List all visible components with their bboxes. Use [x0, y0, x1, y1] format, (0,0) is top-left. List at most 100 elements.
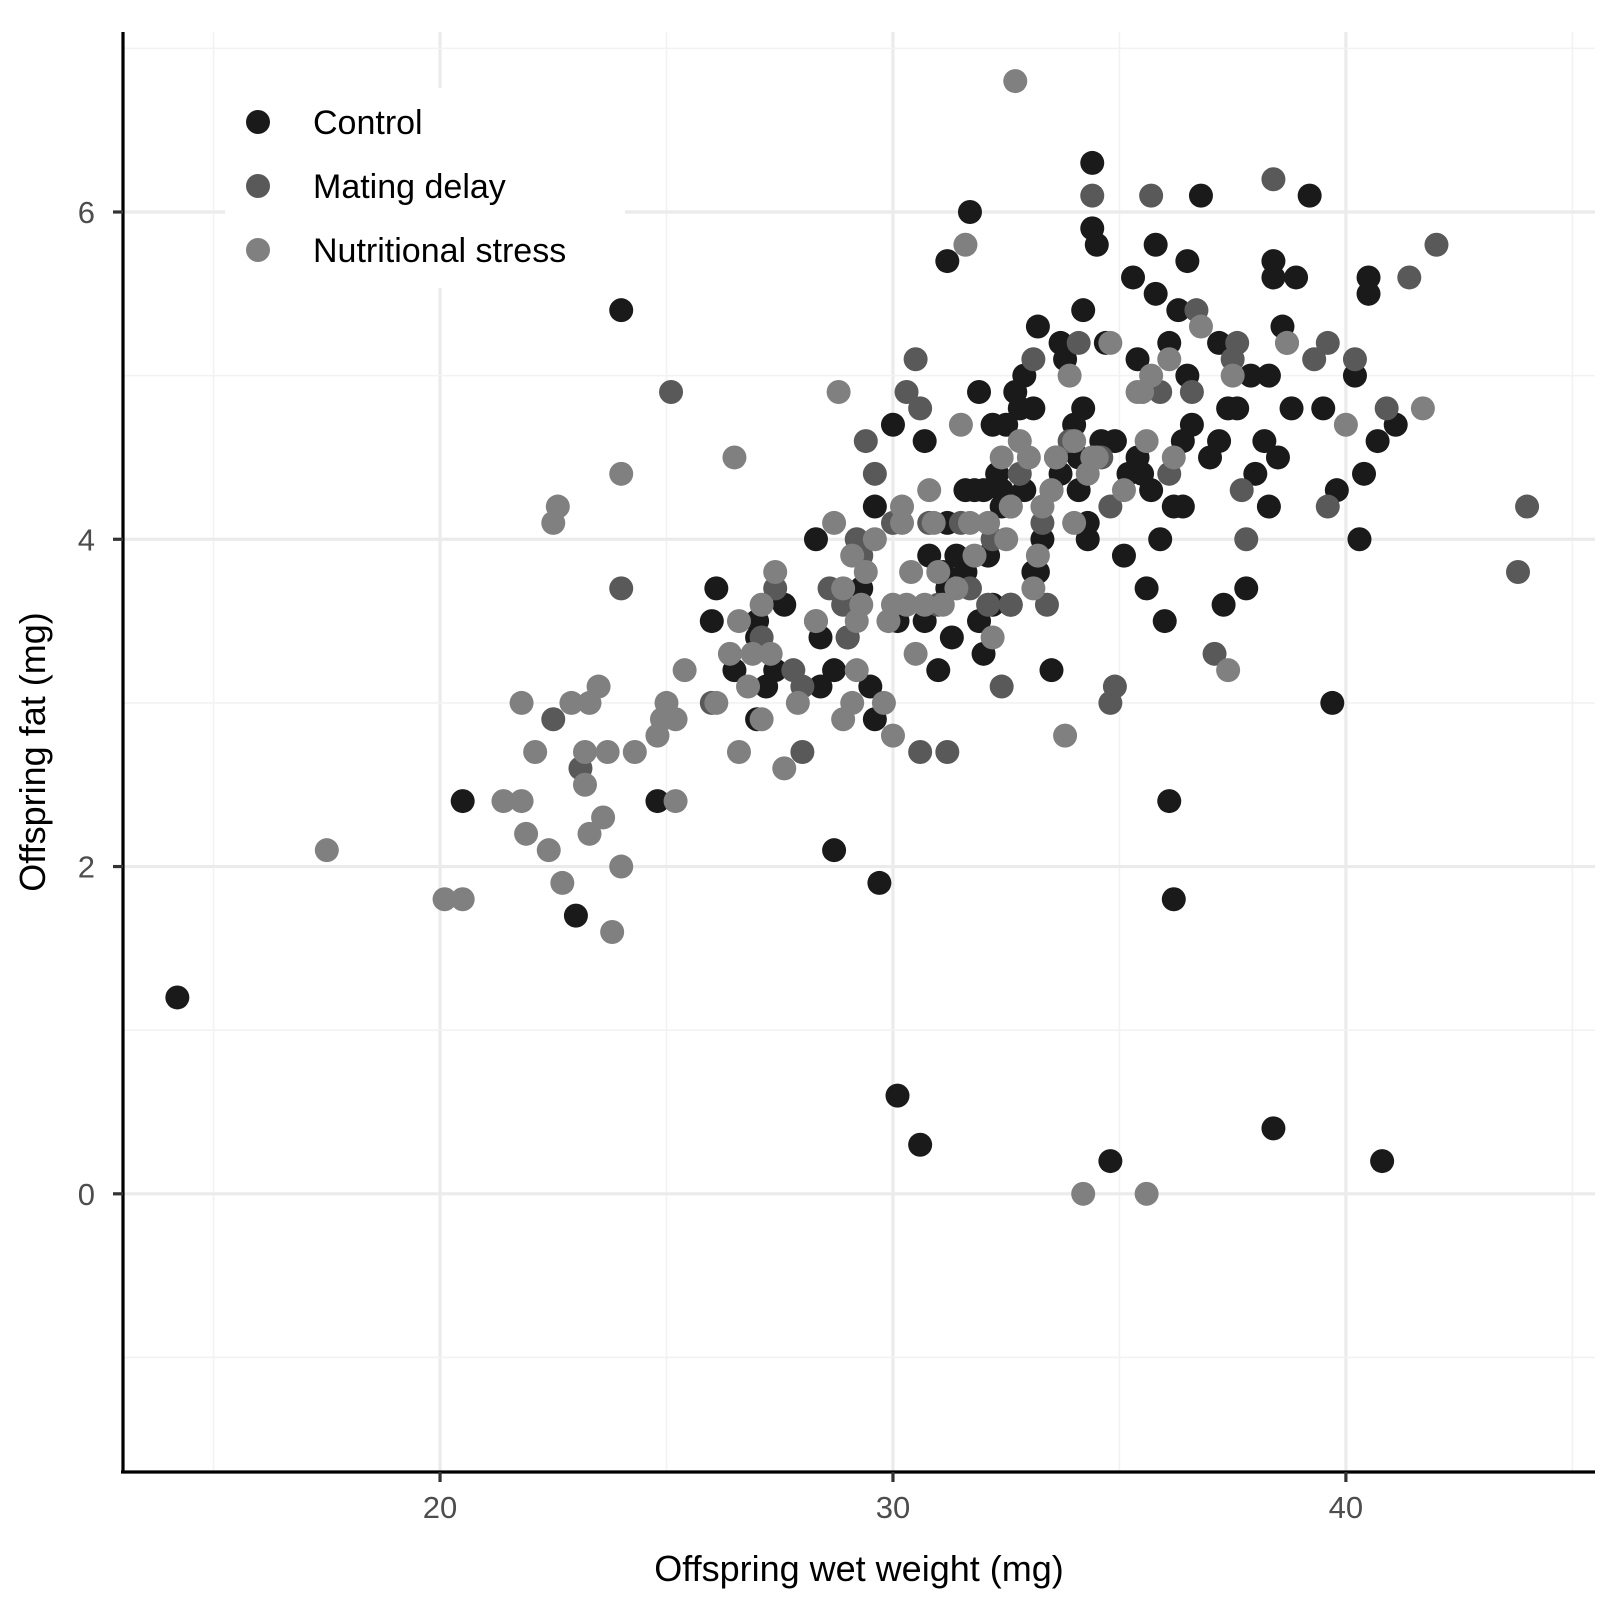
data-point [1080, 150, 1105, 175]
data-point [1039, 658, 1064, 683]
data-point [1207, 429, 1232, 454]
data-point [903, 347, 928, 372]
data-point [1238, 363, 1263, 388]
data-point [1053, 723, 1078, 748]
data-point [1365, 429, 1390, 454]
data-point [1021, 347, 1046, 372]
data-point [1161, 445, 1186, 470]
data-point [1157, 347, 1182, 372]
data-point [550, 870, 575, 895]
data-point [165, 985, 190, 1010]
data-point [957, 200, 982, 224]
data-point [1320, 690, 1345, 715]
data-point [957, 510, 982, 535]
data-point [1188, 183, 1213, 208]
data-point [935, 740, 960, 764]
data-point [921, 510, 946, 535]
data-point [740, 641, 765, 666]
data-point [1515, 494, 1540, 519]
data-point [998, 494, 1023, 519]
data-point [1134, 1181, 1159, 1206]
data-point [1111, 543, 1136, 568]
data-point [1098, 494, 1123, 519]
data-point [1098, 1149, 1123, 1174]
data-point [953, 232, 978, 257]
data-point [1279, 396, 1304, 421]
x-axis-title: Offspring wet weight (mg) [654, 1548, 1063, 1589]
data-point [989, 674, 1014, 699]
data-point [1202, 641, 1227, 666]
data-point [880, 412, 905, 437]
legend-label: Nutritional stress [313, 232, 566, 270]
data-point [1234, 527, 1259, 552]
data-point [1157, 789, 1182, 814]
data-point [1139, 183, 1164, 208]
data-point [726, 740, 751, 764]
data-point [749, 707, 774, 732]
data-point [609, 461, 634, 486]
data-point [1234, 576, 1259, 601]
data-point [563, 903, 588, 928]
data-point [1374, 396, 1399, 421]
data-point [1025, 543, 1050, 568]
data-point [1207, 330, 1232, 355]
data-point [609, 298, 634, 323]
data-point [591, 805, 616, 830]
data-point [536, 838, 561, 863]
data-point [1134, 576, 1159, 601]
data-point [758, 641, 783, 666]
data-point [1166, 298, 1191, 323]
y-tick-label: 6 [78, 195, 95, 230]
data-point [622, 740, 647, 764]
data-point [912, 429, 937, 454]
axis-ticks: 20 30 40 0 2 4 6 [78, 195, 1363, 1525]
data-point [998, 592, 1023, 617]
data-point [672, 658, 697, 683]
legend: Control Mating delay Nutritional stress [225, 88, 625, 288]
data-point [1098, 690, 1123, 715]
data-point [523, 740, 548, 764]
data-point [1370, 1149, 1395, 1174]
data-point [514, 821, 539, 846]
data-point [595, 740, 620, 764]
data-point [871, 690, 896, 715]
data-point [1315, 494, 1340, 519]
data-point [840, 690, 865, 715]
data-point [1243, 461, 1268, 486]
data-point [699, 609, 724, 634]
data-point [600, 920, 625, 944]
data-point [1111, 478, 1136, 503]
data-point [1315, 330, 1340, 355]
legend-key [246, 238, 270, 262]
data-point [659, 380, 684, 404]
data-point [1139, 478, 1164, 503]
data-point [976, 510, 1001, 535]
data-point [1256, 494, 1281, 519]
data-point [1410, 396, 1435, 421]
data-point [1084, 232, 1109, 257]
data-point [1311, 396, 1336, 421]
data-point [1025, 314, 1050, 339]
data-point [971, 478, 996, 503]
data-point [577, 821, 602, 846]
data-point [926, 658, 951, 683]
data-point [899, 560, 924, 584]
data-point [1275, 330, 1300, 355]
data-point [880, 723, 905, 748]
data-point [1003, 69, 1028, 94]
data-point [831, 576, 856, 601]
data-point [1252, 429, 1277, 454]
data-point [1016, 445, 1041, 470]
data-point [1062, 429, 1087, 454]
data-point [1143, 232, 1168, 257]
data-point [930, 592, 955, 617]
data-point [1062, 510, 1087, 535]
data-point [803, 527, 828, 552]
data-point [1179, 380, 1204, 404]
data-point [948, 412, 973, 437]
data-point [1071, 298, 1096, 323]
data-point [1044, 445, 1069, 470]
data-point [1057, 363, 1082, 388]
